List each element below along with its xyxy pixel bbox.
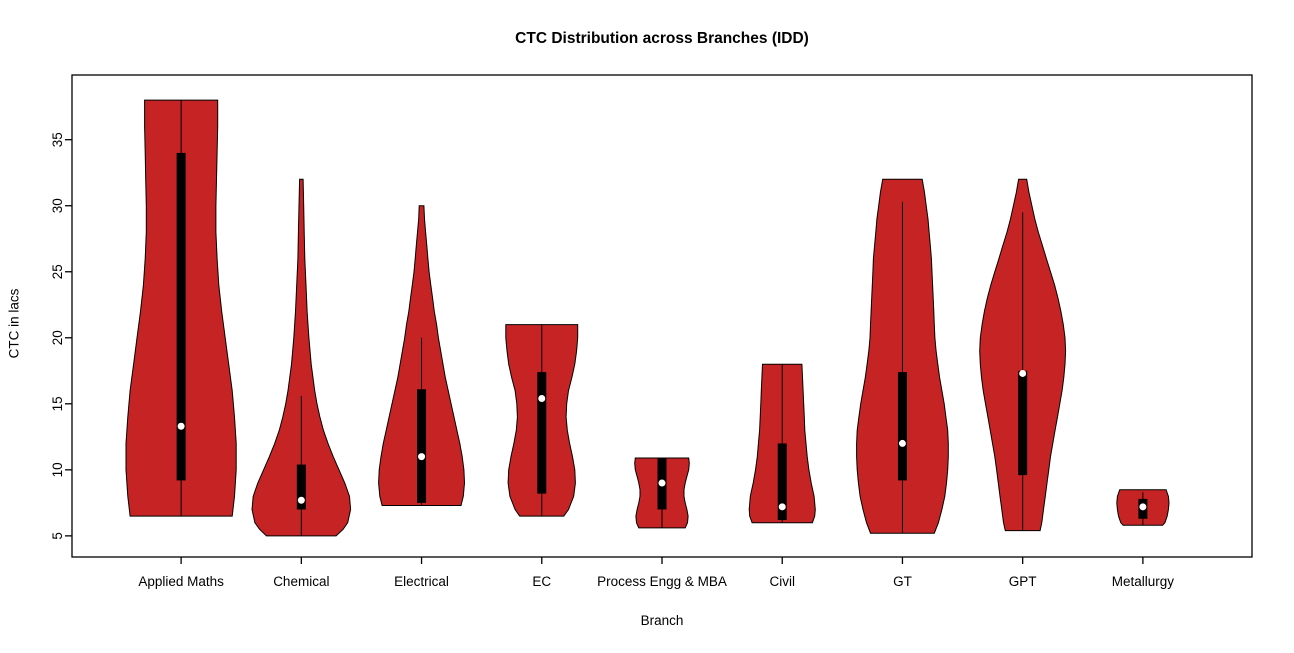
violin-3 <box>505 324 579 517</box>
iqr-box <box>537 372 547 494</box>
median-dot <box>778 503 786 511</box>
median-dot <box>658 479 666 487</box>
iqr-box <box>296 464 306 510</box>
violin-shape <box>251 178 352 537</box>
iqr-box <box>897 372 907 481</box>
violin-2 <box>378 205 466 506</box>
median-dot <box>418 453 426 461</box>
iqr-box <box>1018 370 1028 476</box>
x-tick-label: GT <box>893 574 912 589</box>
plot-border <box>71 74 1253 558</box>
iqr-box <box>176 152 186 481</box>
x-tick-label: GPT <box>1009 574 1037 589</box>
violin-5 <box>748 363 816 524</box>
chart-title: CTC Distribution across Branches (IDD) <box>515 30 809 47</box>
y-tick-label: 5 <box>50 532 65 540</box>
y-tick-label: 30 <box>50 198 65 213</box>
median-dot <box>898 439 906 447</box>
x-tick-label: Civil <box>769 574 795 589</box>
y-tick-label: 10 <box>50 462 65 477</box>
violin-8 <box>1116 489 1170 526</box>
y-tick-label: 15 <box>50 396 65 411</box>
x-tick-label: Applied Maths <box>138 574 224 589</box>
y-tick-label: 25 <box>50 264 65 279</box>
y-tick-label: 35 <box>50 132 65 147</box>
iqr-box <box>417 389 427 503</box>
median-dot <box>297 496 305 504</box>
median-dot <box>177 422 185 430</box>
x-tick-label: Electrical <box>394 574 449 589</box>
violin-6 <box>856 178 949 534</box>
violin-1 <box>251 178 352 537</box>
violin-0 <box>125 99 237 517</box>
x-tick-label: Process Engg & MBA <box>597 574 727 589</box>
x-axis-label: Branch <box>640 613 684 628</box>
violin-4 <box>634 457 690 529</box>
iqr-box <box>777 443 787 521</box>
x-tick-label: Chemical <box>273 574 329 589</box>
violin-7 <box>979 178 1067 532</box>
median-dot <box>1139 503 1147 511</box>
y-axis-label: CTC in lacs <box>6 288 22 359</box>
x-tick-label: EC <box>532 574 551 589</box>
y-tick-label: 20 <box>50 330 65 345</box>
median-dot <box>1019 369 1027 377</box>
x-tick-label: Metallurgy <box>1112 574 1175 589</box>
median-dot <box>538 395 546 403</box>
